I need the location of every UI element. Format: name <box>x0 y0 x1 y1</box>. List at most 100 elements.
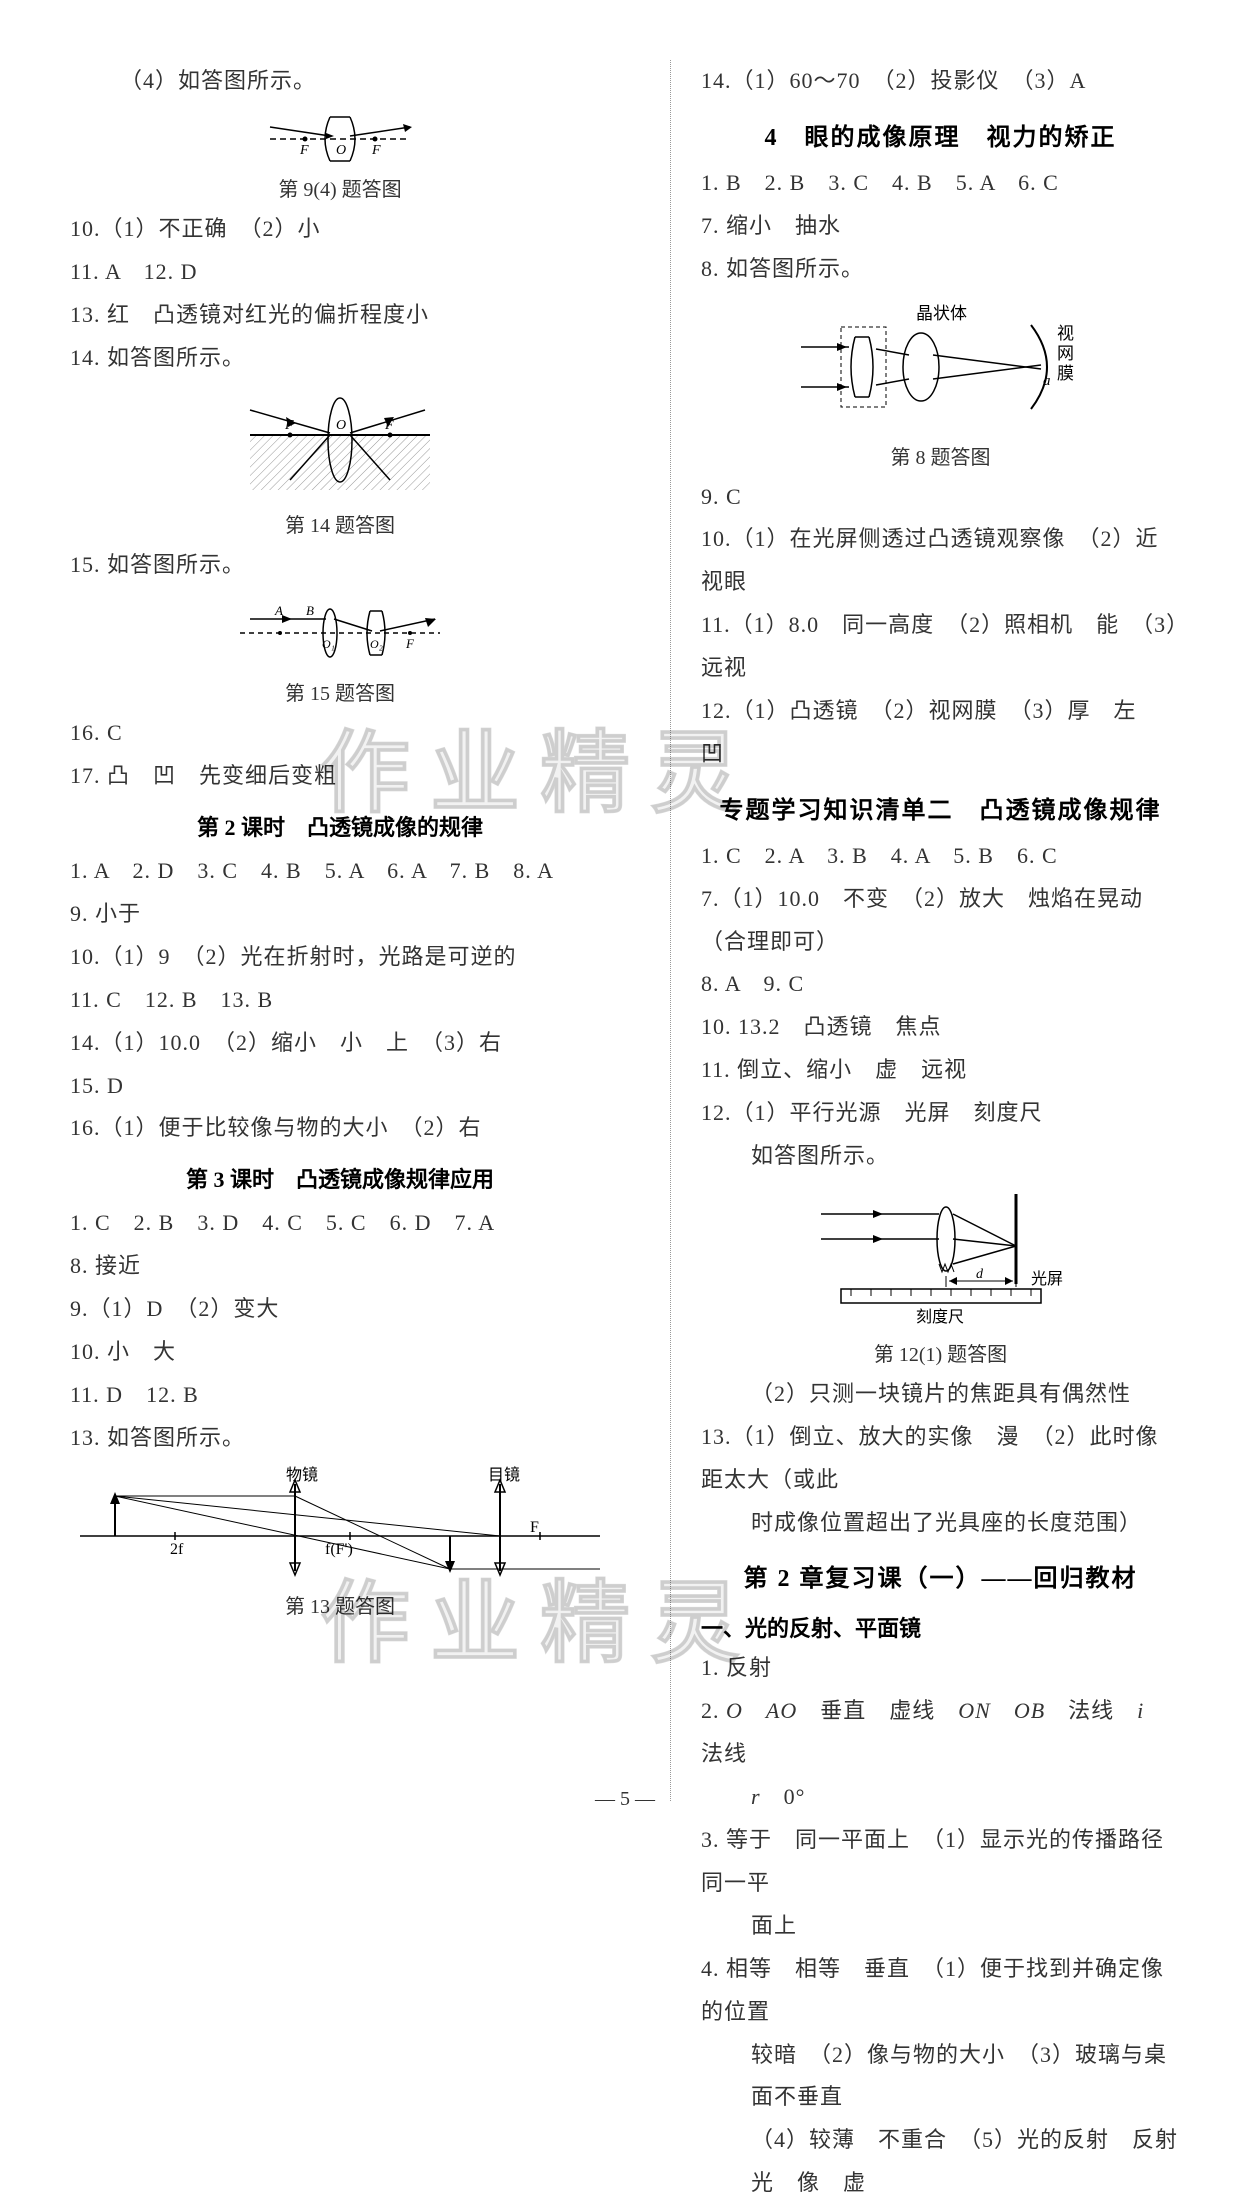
sec4-title: 4 眼的成像原理 视力的矫正 <box>701 117 1180 152</box>
fig15-caption: 第 15 题答图 <box>285 677 395 706</box>
right-column: 14.（1）60～70 （2）投影仪 （3）A 4 眼的成像原理 视力的矫正 1… <box>670 60 1180 1801</box>
zt-line-5: 11. 倒立、缩小 虚 远视 <box>701 1049 1180 1092</box>
fig14-caption: 第 14 题答图 <box>285 509 395 538</box>
fig13-diagram: 2f f(F') F 物镜 目镜 第 13 题答图 <box>70 1460 610 1625</box>
svg-text:O: O <box>336 418 346 433</box>
left-line-0: （4）如答图所示。 <box>70 60 610 103</box>
s4-line-6: 11.（1）8.0 同一高度 （2）照相机 能 （3）远视 <box>701 604 1180 690</box>
svg-text:视: 视 <box>1057 324 1074 343</box>
sec-zt-title: 专题学习知识清单二 凸透镜成像规律 <box>701 790 1180 825</box>
fig9-diagram: F O F 第 9(4) 题答图 <box>70 103 610 208</box>
s2-line-4: 11. C 12. B 13. B <box>70 979 610 1022</box>
zt-line-4: 10. 13.2 凸透镜 焦点 <box>701 1006 1180 1049</box>
ch2-l3-a: 0° <box>761 1784 806 1809</box>
ch2-l2-OB: OB <box>1014 1698 1045 1723</box>
left-line-7: 17. 凸 凹 先变细后变粗 <box>70 755 610 798</box>
ch2-line-5: 面上 <box>701 1905 1180 1948</box>
svg-text:F: F <box>299 143 309 158</box>
svg-text:晶状体: 晶状体 <box>916 304 967 323</box>
svg-text:f(F'): f(F') <box>325 1541 353 1558</box>
ch2-l2-ON: ON <box>958 1698 991 1723</box>
svg-text:d: d <box>976 1267 984 1282</box>
svg-text:光屏: 光屏 <box>1031 1270 1063 1288</box>
ch2-line-3: r 0° <box>701 1776 1180 1819</box>
svg-text:F: F <box>405 636 415 651</box>
svg-text:B: B <box>306 603 314 618</box>
svg-text:网: 网 <box>1057 344 1074 363</box>
svg-text:目镜: 目镜 <box>488 1466 520 1484</box>
ch2-l2-AO: AO <box>766 1698 797 1723</box>
svg-text:刻度尺: 刻度尺 <box>916 1308 964 1326</box>
left-column: （4）如答图所示。 F O F 第 9(4) 题答图 10.（1）不正确 （2）… <box>70 60 630 1801</box>
s2-line-1: 1. A 2. D 3. C 4. B 5. A 6. A 7. B 8. A <box>70 850 610 893</box>
left-line-1: 10.（1）不正确 （2）小 <box>70 208 610 251</box>
svg-text:F: F <box>530 1519 539 1536</box>
s3-line-3: 9.（1）D （2）变大 <box>70 1288 610 1331</box>
svg-text:O: O <box>336 143 346 158</box>
s3-line-1: 1. C 2. B 3. D 4. C 5. C 6. D 7. A <box>70 1202 610 1245</box>
svg-text:O₁: O₁ <box>322 637 335 651</box>
ch2-l3-r: r <box>751 1784 761 1809</box>
sec-ch2-title: 第 2 章复习课（一）——回归教材 <box>701 1558 1180 1593</box>
ch2-line-6: 4. 相等 相等 垂直 （1）便于找到并确定像的位置 <box>701 1948 1180 2034</box>
ch2-line-4: 3. 等于 同一平面上 （1）显示光的传播路径 同一平 <box>701 1819 1180 1905</box>
ch2-h1: 一、光的反射、平面镜 <box>701 1611 1180 1643</box>
zt-line-10: 时成像位置超出了光具座的长度范围） <box>701 1502 1180 1545</box>
fig12-diagram: d 光屏 刻度尺 第 12(1) 题答图 <box>701 1178 1180 1373</box>
svg-text:a: a <box>1043 373 1051 389</box>
zt-line-8: （2）只测一块镜片的焦距具有偶然性 <box>701 1373 1180 1416</box>
ch2-line-1: 1. 反射 <box>701 1647 1180 1690</box>
svg-text:F: F <box>384 418 394 433</box>
s2-line-5: 14.（1）10.0 （2）缩小 小 上 （3）右 <box>70 1022 610 1065</box>
zt-line-3: 8. A 9. C <box>701 963 1180 1006</box>
fig12-caption: 第 12(1) 题答图 <box>874 1338 1007 1367</box>
left-line-3: 13. 红 凸透镜对红光的偏折程度小 <box>70 294 610 337</box>
ch2-l2-O: O <box>726 1698 743 1723</box>
ch2-line-2: 2. O AO 垂直 虚线 ON OB 法线 i 法线 <box>701 1690 1180 1776</box>
svg-text:物镜: 物镜 <box>286 1466 318 1484</box>
page-container: （4）如答图所示。 F O F 第 9(4) 题答图 10.（1）不正确 （2）… <box>70 60 1180 1801</box>
fig14-diagram: F O F 第 14 题答图 <box>70 379 610 544</box>
fig15-diagram: A B O₁ O₂ F 第 15 题答图 <box>70 587 610 712</box>
left-line-6: 16. C <box>70 712 610 755</box>
s4-line-7: 12.（1）凸透镜 （2）视网膜 （3）厚 左 凹 <box>701 690 1180 776</box>
fig8-caption: 第 8 题答图 <box>891 441 991 470</box>
svg-text:2f: 2f <box>170 1541 184 1558</box>
s3-line-6: 13. 如答图所示。 <box>70 1417 610 1460</box>
ch2-l2-prefix: 2. <box>701 1698 726 1723</box>
ch2-l2-b: 垂直 虚线 <box>797 1698 958 1723</box>
svg-text:F: F <box>284 418 294 433</box>
fig8-diagram: 晶状体 视 网 膜 a 第 8 题答图 <box>701 291 1180 476</box>
zt-line-9: 13.（1）倒立、放大的实像 漫 （2）此时像距太大（或此 <box>701 1416 1180 1502</box>
zt-line-1: 1. C 2. A 3. B 4. A 5. B 6. C <box>701 835 1180 878</box>
s4-line-5: 10.（1）在光屏侧透过凸透镜观察像 （2）近视眼 <box>701 518 1180 604</box>
svg-text:膜: 膜 <box>1057 364 1074 383</box>
s4-line-4: 9. C <box>701 476 1180 519</box>
s3-line-5: 11. D 12. B <box>70 1374 610 1417</box>
ch2-line-7: 较暗 （2）像与物的大小 （3）玻璃与桌面不垂直 <box>701 2034 1180 2120</box>
s4-line-3: 8. 如答图所示。 <box>701 248 1180 291</box>
s2-line-6: 15. D <box>70 1065 610 1108</box>
left-line-5: 15. 如答图所示。 <box>70 544 610 587</box>
zt-line-2: 7.（1）10.0 不变 （2）放大 烛焰在晃动（合理即可） <box>701 878 1180 964</box>
left-line-4: 14. 如答图所示。 <box>70 337 610 380</box>
s3-line-4: 10. 小 大 <box>70 1331 610 1374</box>
right-line-0: 14.（1）60～70 （2）投影仪 （3）A <box>701 60 1180 103</box>
svg-text:O₂: O₂ <box>370 637 383 651</box>
s4-line-1: 1. B 2. B 3. C 4. B 5. A 6. C <box>701 162 1180 205</box>
left-line-2: 11. A 12. D <box>70 251 610 294</box>
s2-line-7: 16.（1）便于比较像与物的大小 （2）右 <box>70 1107 610 1150</box>
s2-line-2: 9. 小于 <box>70 893 610 936</box>
s3-line-2: 8. 接近 <box>70 1245 610 1288</box>
sec3-title: 第 3 课时 凸透镜成像规律应用 <box>70 1162 610 1194</box>
ch2-line-8: （4）较薄 不重合 （5）光的反射 反射光 像 虚 <box>701 2119 1180 2205</box>
svg-text:A: A <box>274 603 283 618</box>
svg-text:F: F <box>371 143 381 158</box>
fig13-caption: 第 13 题答图 <box>285 1590 395 1619</box>
zt-line-7: 如答图所示。 <box>701 1135 1180 1178</box>
fig9-caption: 第 9(4) 题答图 <box>278 173 401 202</box>
s2-line-3: 10.（1）9 （2）光在折射时，光路是可逆的 <box>70 936 610 979</box>
page-number: — 5 — <box>595 1788 655 1811</box>
ch2-l2-c: 法线 <box>1045 1698 1137 1723</box>
s4-line-2: 7. 缩小 抽水 <box>701 205 1180 248</box>
